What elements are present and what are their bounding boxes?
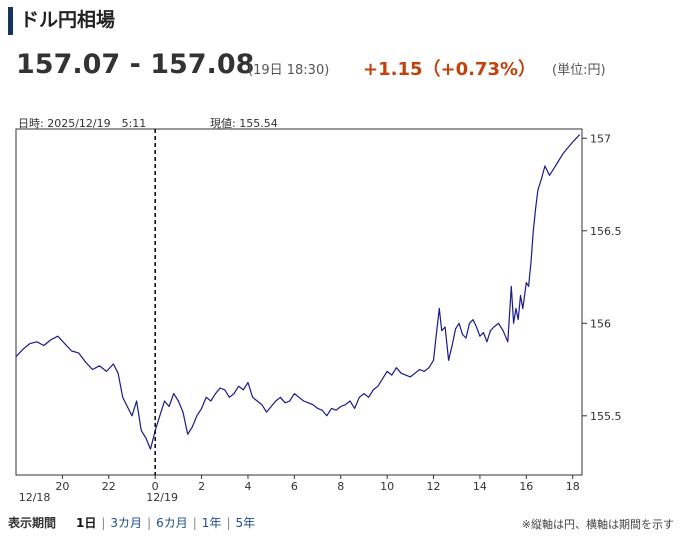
x-date-label: 12/19 bbox=[146, 491, 178, 504]
x-tick-label: 22 bbox=[102, 480, 116, 493]
period-separator: | bbox=[192, 516, 197, 530]
y-tick-label: 157 bbox=[590, 132, 611, 145]
x-date-label: 12/18 bbox=[19, 491, 51, 504]
cursor-datetime: 日時: 2025/12/19 5:11 bbox=[18, 117, 147, 130]
current-price: 157.07 - 157.08 bbox=[16, 49, 255, 80]
y-tick-label: 156 bbox=[590, 317, 611, 330]
x-tick-label: 4 bbox=[244, 480, 251, 493]
x-tick-label: 18 bbox=[566, 480, 580, 493]
period-separator: | bbox=[101, 516, 106, 530]
price-change: +1.15（+0.73%） bbox=[363, 59, 537, 80]
period-option-2[interactable]: 6カ月 bbox=[156, 516, 188, 530]
rate-series-line bbox=[15, 134, 581, 450]
page-title: ドル円相場 bbox=[20, 9, 116, 31]
x-tick-label: 10 bbox=[380, 480, 394, 493]
period-separator: | bbox=[147, 516, 152, 530]
x-tick-label: 16 bbox=[519, 480, 533, 493]
axis-note: ※縦軸は円、横軸は期間を示す bbox=[521, 518, 674, 531]
period-label: 表示期間 bbox=[8, 516, 57, 530]
period-option-3[interactable]: 1年 bbox=[201, 516, 222, 530]
price-timestamp: (19日 18:30) bbox=[248, 63, 330, 78]
x-tick-label: 2 bbox=[198, 480, 205, 493]
period-option-1[interactable]: 3カ月 bbox=[110, 516, 143, 530]
x-tick-label: 20 bbox=[55, 480, 69, 493]
period-selector: 表示期間 1日 | 3カ月 | 6カ月 | 1年 | 5年 bbox=[8, 514, 255, 531]
period-option-0[interactable]: 1日 bbox=[76, 516, 97, 530]
x-tick-label: 12 bbox=[427, 480, 441, 493]
cursor-current-value: 現値: 155.54 bbox=[210, 117, 278, 130]
x-tick-label: 8 bbox=[337, 480, 344, 493]
period-option-4[interactable]: 5年 bbox=[235, 516, 256, 530]
period-separator: | bbox=[226, 516, 231, 530]
x-tick-label: 0 bbox=[152, 480, 159, 493]
x-tick-label: 6 bbox=[291, 480, 298, 493]
y-tick-label: 155.5 bbox=[590, 410, 622, 423]
y-tick-label: 156.5 bbox=[590, 225, 622, 238]
title-accent-bar bbox=[8, 7, 13, 35]
x-tick-label: 14 bbox=[473, 480, 487, 493]
plot-frame bbox=[15, 128, 583, 476]
price-unit: (単位:円) bbox=[552, 63, 606, 78]
